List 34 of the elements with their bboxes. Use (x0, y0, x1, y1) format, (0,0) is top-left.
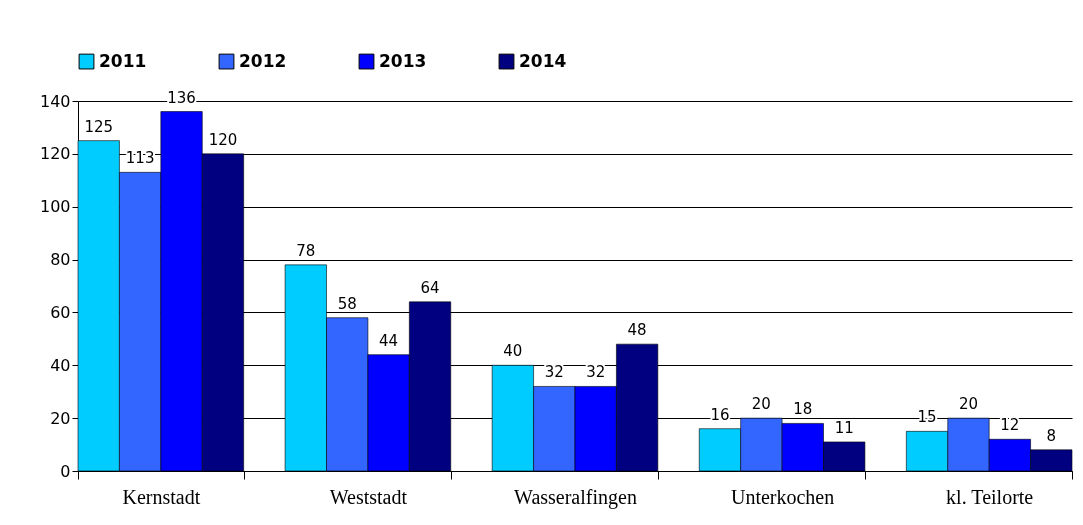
data-label: 32 (544, 363, 564, 382)
data-label: 58 (337, 294, 357, 313)
data-label: 8 (1046, 426, 1057, 445)
data-label: 78 (296, 241, 316, 260)
legend-label: 2012 (239, 50, 287, 71)
data-label: 113 (125, 149, 155, 168)
legend-label: 2011 (99, 50, 147, 71)
data-label: 40 (503, 342, 523, 361)
y-tick-label: 100 (39, 197, 71, 217)
x-tick-label: kl. Teilorte (946, 485, 1034, 508)
data-label: 64 (420, 278, 440, 297)
data-label: 125 (84, 117, 114, 136)
x-tick-label: Unterkochen (730, 485, 835, 508)
data-label: 48 (627, 321, 647, 340)
y-tick-label: 40 (50, 355, 71, 375)
data-label: 11 (834, 418, 854, 437)
x-tick-label: Kernstadt (122, 485, 201, 508)
data-label: 12 (1000, 416, 1020, 435)
y-tick-label: 0 (60, 461, 71, 481)
data-label: 32 (586, 363, 606, 382)
y-tick-label: 140 (39, 91, 71, 111)
data-label: 20 (751, 395, 771, 414)
legend-label: 2013 (379, 50, 427, 71)
data-label: 120 (208, 130, 238, 149)
y-tick-label: 80 (50, 250, 71, 270)
x-tick-label: Weststadt (329, 485, 408, 508)
data-label: 18 (793, 400, 813, 419)
y-tick-label: 120 (39, 144, 71, 164)
data-label: 20 (958, 395, 979, 414)
y-tick-label: 20 (50, 408, 71, 428)
y-tick-label: 60 (50, 302, 71, 322)
x-tick-label: Wasseralfingen (514, 485, 637, 509)
legend-label: 2014 (519, 50, 567, 71)
data-label: 44 (379, 331, 399, 350)
